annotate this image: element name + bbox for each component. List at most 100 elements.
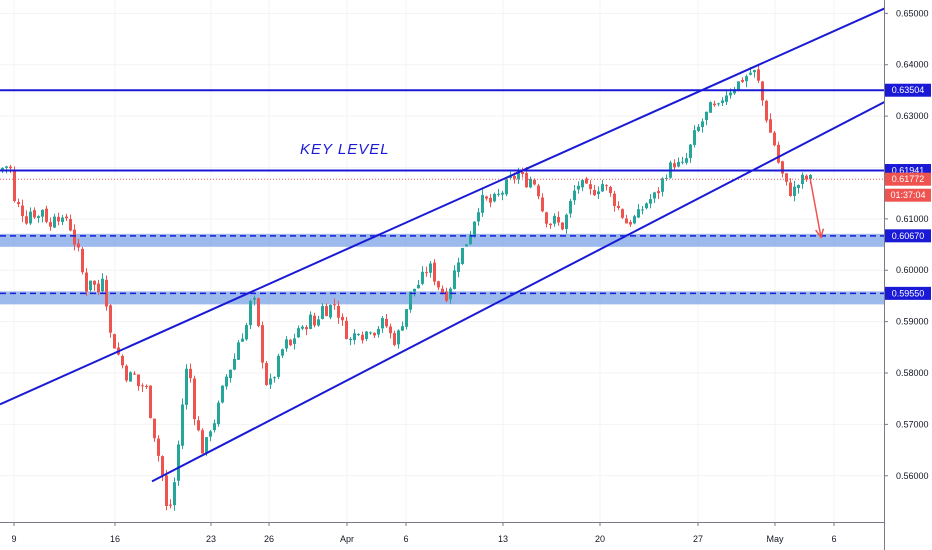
candle-down [781,161,784,174]
candle-down [13,169,16,202]
candle-up [365,331,368,339]
candle-up [281,349,284,356]
candle-up [421,271,424,284]
candle-up [329,304,332,318]
candle-down [333,304,336,306]
candle-up [241,338,244,342]
candle-down [437,281,440,288]
candle-up [505,179,508,195]
candle-down [9,166,12,169]
candle-up [417,284,420,289]
candle-up [205,437,208,454]
candle-down [21,205,24,217]
candle-down [45,208,48,222]
time-tick-label: 16 [110,534,120,544]
candle-down [441,288,444,294]
candle-down [393,333,396,345]
candle-up [677,161,680,167]
candle-up [517,172,520,180]
time-tick-label: May [766,534,784,544]
time-tick-label: 9 [11,534,16,544]
candle-down [133,373,136,375]
candle-up [565,214,568,229]
candle-down [113,334,116,349]
candle-down [305,327,308,330]
candle-down [769,119,772,133]
support-zone [0,233,884,247]
time-axis[interactable]: 9 16 23 26 Apr 6 13 20 27 May 6 [0,522,884,550]
candle-up [649,199,652,204]
candle-up [705,111,708,121]
candle-up [293,338,296,344]
candle-up [597,191,600,195]
candle-up [409,291,412,310]
candle-up [645,203,648,209]
price-labels: 0.63504 0.61941 0.60670 0.59550 0.61772 01:37… [885,83,931,300]
countdown-badge-bg [885,188,931,202]
candle-down [629,222,632,225]
candle-up [41,209,44,217]
candle-down [545,212,548,224]
candle-down [193,378,196,420]
candle-down [153,418,156,439]
candle-down [265,363,268,385]
candle-down [73,229,76,245]
candle-up [309,314,312,329]
grid-lines [0,0,884,522]
candle-down [373,332,376,336]
time-tick-label: Apr [340,534,354,544]
candle-up [797,184,800,188]
candle-up [753,70,756,73]
candle-down [777,144,780,163]
candle-up [641,209,644,211]
candle-down [805,175,808,180]
candle-up [217,402,220,425]
channel-lines [0,4,893,483]
candle-up [581,180,584,188]
candle-up [317,319,320,326]
candle-down [773,132,776,146]
candle-up [89,280,92,291]
candle-up [237,342,240,360]
candle-up [717,103,720,105]
candle-down [157,438,160,456]
price-badge-0.63504-bg [885,83,931,97]
candle-up [5,166,8,168]
candle-up [497,193,500,195]
time-tick-label: 27 [693,534,703,544]
candle-down [141,385,144,387]
candle-down [433,262,436,282]
candle-up [653,192,656,199]
candle-up [209,431,212,437]
candle-down [593,189,596,196]
candle-up [381,318,384,329]
price-tick-label: 0.65000 [896,8,929,18]
price-tick-label: 0.57000 [896,419,929,429]
candle-up [29,211,32,224]
candle-up [633,216,636,224]
candle-down [81,248,84,273]
candle-down [149,385,152,419]
candlestick-series [1,63,812,511]
price-axis[interactable]: 0.650000.640000.630000.620000.610000.600… [884,0,932,550]
price-tick-label: 0.56000 [896,471,929,481]
candle-down [741,79,744,82]
candle-down [189,368,192,379]
candle-down [65,216,68,219]
price-badge-0.59550-bg [885,286,931,300]
candle-up [285,339,288,349]
candle-up [569,201,572,214]
candle-down [533,179,536,185]
candle-down [77,243,80,248]
candle-up [573,190,576,201]
candle-up [509,176,512,179]
candle-up [697,126,700,131]
candle-down [169,504,172,506]
candle-up [453,270,456,289]
candle-up [725,95,728,102]
candle-up [709,102,712,113]
projection-arrow [809,177,825,240]
time-tick-label: 26 [264,534,274,544]
time-tick-label: 6 [403,534,408,544]
